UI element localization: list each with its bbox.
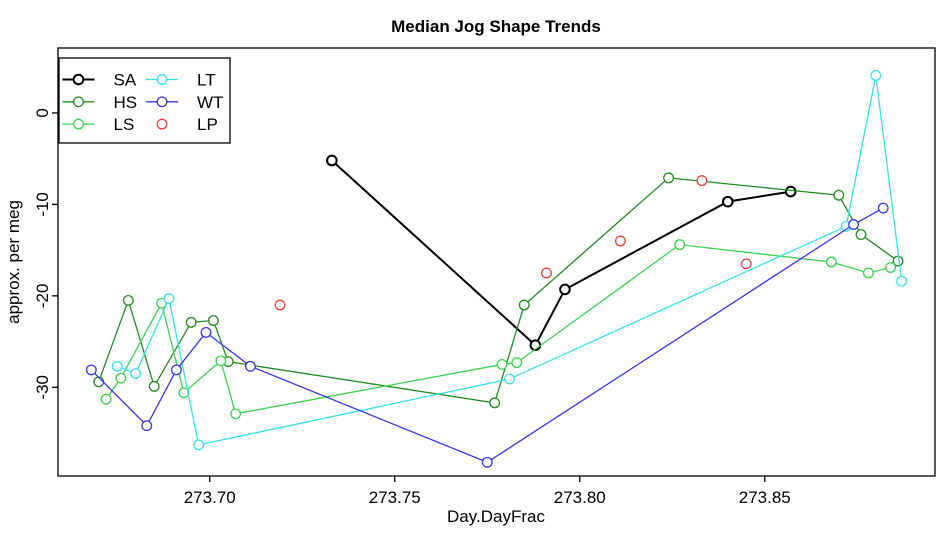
y-axis-tick-label: -20 (33, 284, 52, 309)
x-axis-tick-label: 273.85 (739, 488, 791, 507)
y-axis-label: approx. per meg (4, 200, 23, 324)
data-point-HS (207, 315, 219, 326)
data-point-LP (274, 299, 286, 311)
data-point-HS (489, 397, 501, 409)
data-point-LS (230, 408, 242, 420)
legend-label-LT: LT (197, 71, 216, 90)
legend-label-SA: SA (114, 71, 137, 90)
plot-border (57, 47, 936, 477)
legend-item-LP: LP (156, 115, 218, 134)
data-point-WT (170, 364, 182, 376)
data-point-HS (185, 316, 197, 328)
x-axis-tick-label: 273.80 (554, 488, 606, 507)
data-point-LT (111, 360, 123, 372)
data-point-LT (870, 69, 882, 81)
series-LP (274, 175, 752, 311)
data-point-HS (518, 299, 530, 311)
data-point-LP (740, 258, 752, 270)
axes: 273.70 273.75 273.80 273.85 0 -10 -20 -30 (33, 47, 936, 507)
legend-swatch-marker-LS (73, 118, 84, 130)
legend-label-HS: HS (114, 93, 138, 112)
data-point-SA (784, 185, 797, 198)
data-point-LS (862, 267, 874, 279)
legend-label-LS: LS (114, 115, 135, 134)
series-line-LS (105, 243, 891, 415)
series-line-SA (331, 159, 791, 347)
data-point-SA (721, 195, 734, 208)
data-point-LT (504, 373, 515, 385)
legend-item-LT: LT (146, 71, 216, 90)
series-SA (326, 154, 797, 352)
data-point-LT (163, 293, 175, 305)
data-point-WT (481, 456, 493, 468)
data-point-LS (825, 256, 837, 268)
series-line-HS (98, 177, 899, 404)
x-axis-label: Day.DayFrac (447, 507, 545, 526)
legend-swatch-marker-SA (72, 73, 85, 86)
series-WT (85, 202, 889, 468)
y-axis-tick-label: -30 (33, 375, 52, 400)
series-line-LT (116, 75, 903, 446)
data-point-LS (674, 239, 686, 251)
data-point-SA (326, 154, 338, 167)
legend-swatch-marker-LT (156, 74, 168, 85)
series-layer (85, 69, 908, 468)
series-LT (111, 69, 908, 451)
data-point-LS (115, 372, 127, 384)
data-point-WT (141, 420, 153, 432)
chart-title: Median Jog Shape Trends (391, 17, 601, 36)
data-point-LP (696, 175, 708, 187)
legend-item-HS: HS (62, 93, 138, 112)
data-point-HS (122, 294, 134, 306)
data-point-LS (885, 262, 897, 273)
data-point-WT (85, 364, 97, 376)
data-point-WT (877, 202, 889, 214)
data-point-HS (833, 189, 845, 201)
data-point-HS (663, 172, 675, 184)
x-axis-tick-label: 273.70 (184, 488, 236, 507)
y-axis-tick-label: 0 (33, 108, 52, 117)
y-axis-tick-label: -10 (33, 192, 52, 217)
data-point-LS (215, 355, 227, 367)
legend-label-LP: LP (197, 115, 218, 134)
legend-swatch-marker-WT (156, 96, 168, 108)
x-axis-tick-label: 273.75 (369, 488, 421, 507)
legend-swatch-marker-LP (156, 118, 168, 130)
series-line-WT (90, 207, 884, 464)
data-point-WT (244, 360, 256, 372)
data-point-SA (559, 283, 571, 296)
data-point-HS (855, 229, 867, 241)
legend-item-LS: LS (62, 115, 135, 134)
legend-item-SA: SA (62, 71, 137, 90)
data-point-LP (615, 235, 626, 247)
data-point-LS (496, 358, 508, 370)
legend-box (58, 57, 231, 144)
legend-label-WT: WT (197, 93, 223, 112)
data-point-LS (100, 393, 112, 405)
data-point-LT (896, 275, 908, 287)
data-point-LP (541, 267, 552, 279)
data-point-HS (93, 376, 105, 388)
data-point-HS (148, 380, 160, 392)
data-point-WT (200, 326, 212, 338)
legend-swatch-marker-HS (73, 96, 84, 108)
legend-item-WT: WT (146, 93, 223, 112)
data-point-LS (511, 357, 523, 369)
data-point-LT (130, 368, 142, 380)
data-point-WT (848, 219, 860, 230)
legend: SA HS LS LT WT LP (58, 57, 231, 144)
data-point-LT (193, 439, 205, 451)
series-HS (93, 172, 904, 409)
